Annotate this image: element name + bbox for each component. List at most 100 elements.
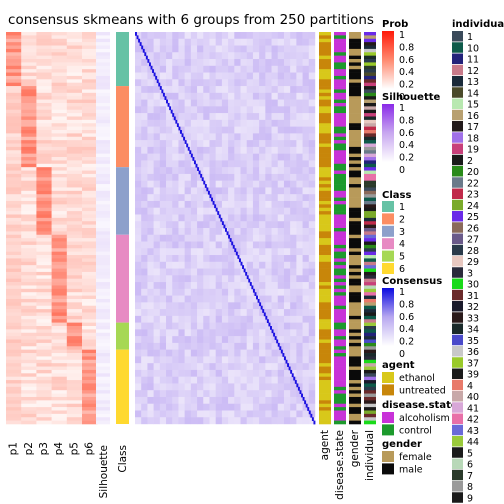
consensus-cell <box>147 234 154 242</box>
individual-legend-label: 11 <box>467 55 479 66</box>
consensus-diagonal <box>141 45 144 50</box>
prob-cell <box>21 69 37 73</box>
consensus-cell <box>184 160 192 168</box>
consensus-cell <box>308 160 316 168</box>
individual-cell <box>364 261 376 266</box>
prob-cell <box>82 204 98 209</box>
consensus-cell <box>283 45 291 53</box>
silhouette-cell <box>96 116 110 121</box>
prob-cell <box>66 349 83 354</box>
individual-legend-label: 13 <box>467 77 479 88</box>
consensus-cell <box>246 369 254 377</box>
silhouette-cell <box>96 373 110 377</box>
prob-cell <box>21 268 37 273</box>
prob-cell <box>36 143 52 148</box>
consensus-cell <box>197 214 204 222</box>
consensus-cell <box>259 288 266 296</box>
consensus-cell <box>159 214 167 222</box>
consensus-cell <box>252 194 260 202</box>
consensus-cell <box>265 234 272 242</box>
prob-cell <box>66 265 83 269</box>
prob-legend-tick: 0.4 <box>399 67 414 78</box>
silhouette-cell <box>96 349 110 354</box>
individual-legend-label: 33 <box>467 313 479 324</box>
consensus-cell <box>209 228 216 235</box>
consensus-cell <box>166 349 173 357</box>
individual-legend-label: 4 <box>467 381 473 392</box>
prob-cell <box>36 146 52 151</box>
consensus-cell <box>290 113 297 121</box>
consensus-cell <box>209 417 216 425</box>
consensus-cell <box>197 396 204 404</box>
agent-cell <box>319 410 331 415</box>
consensus-cell <box>197 86 204 94</box>
consensus-cell <box>240 106 247 114</box>
consensus-cell <box>221 86 229 94</box>
prob-cell <box>21 55 37 60</box>
consensus-cell <box>135 241 142 249</box>
consensus-cell <box>147 403 154 411</box>
consensus-cell <box>178 248 185 256</box>
consensus-cell <box>197 200 204 208</box>
silhouette-cell <box>96 92 110 97</box>
consensus-cell <box>290 234 297 242</box>
agent-cell <box>319 332 331 337</box>
individual-legend-swatch <box>452 211 463 222</box>
prob-heatmap <box>6 32 98 425</box>
consensus-cell <box>135 309 142 317</box>
prob-cell <box>66 82 83 87</box>
disease-cell <box>334 373 346 377</box>
consensus-cell <box>184 410 192 418</box>
consensus-cell <box>246 349 254 357</box>
prob-cell <box>21 163 37 168</box>
gender-cell <box>349 309 361 313</box>
prob-cell <box>21 413 37 418</box>
consensus-cell <box>153 288 161 296</box>
consensus-cell <box>209 221 216 229</box>
gender-cell <box>349 163 361 168</box>
consensus-cell <box>159 52 167 60</box>
agent-cell <box>319 45 331 50</box>
silhouette-cell <box>96 315 110 320</box>
prob-cell <box>66 403 83 408</box>
prob-cell <box>66 329 83 334</box>
gender-cell <box>349 319 361 323</box>
silhouette-cell <box>96 69 110 73</box>
consensus-cell <box>209 72 216 80</box>
consensus-cell <box>271 187 278 195</box>
consensus-cell <box>184 248 192 256</box>
consensus-cell <box>271 417 278 425</box>
prob-cell <box>21 197 37 202</box>
class-legend-swatch <box>382 250 394 262</box>
prob-cell <box>21 133 37 138</box>
consensus-cell <box>209 261 216 269</box>
consensus-cell <box>228 79 235 87</box>
consensus-cell <box>159 369 167 377</box>
silhouette-cell <box>96 366 110 371</box>
prob-cell <box>66 92 83 97</box>
consensus-cell <box>252 133 260 141</box>
consensus-cell <box>277 221 285 229</box>
consensus-cell <box>277 119 285 127</box>
prob-cell <box>21 211 37 215</box>
individual-legend: individual110111213141516171819220222324… <box>452 19 504 504</box>
prob-cell <box>6 248 22 252</box>
prob-cell <box>66 261 83 266</box>
consensus-cell <box>246 329 254 337</box>
individual-legend-title: individual <box>452 19 504 30</box>
consensus-cell <box>153 106 161 114</box>
prob-cell <box>66 194 83 198</box>
prob-cell <box>51 326 68 330</box>
consensus-cell <box>265 329 272 337</box>
consensus-cell <box>203 65 210 73</box>
consensus-cell <box>246 221 254 229</box>
prob-cell <box>6 373 22 377</box>
consensus-cell <box>246 376 254 384</box>
prob-cell <box>6 231 22 236</box>
prob-cell <box>66 221 83 225</box>
prob-cell <box>66 234 83 239</box>
individual-legend-swatch <box>452 346 463 357</box>
consensus-cell <box>197 356 204 364</box>
consensus-cell <box>153 282 161 290</box>
individual-cell <box>364 400 376 405</box>
